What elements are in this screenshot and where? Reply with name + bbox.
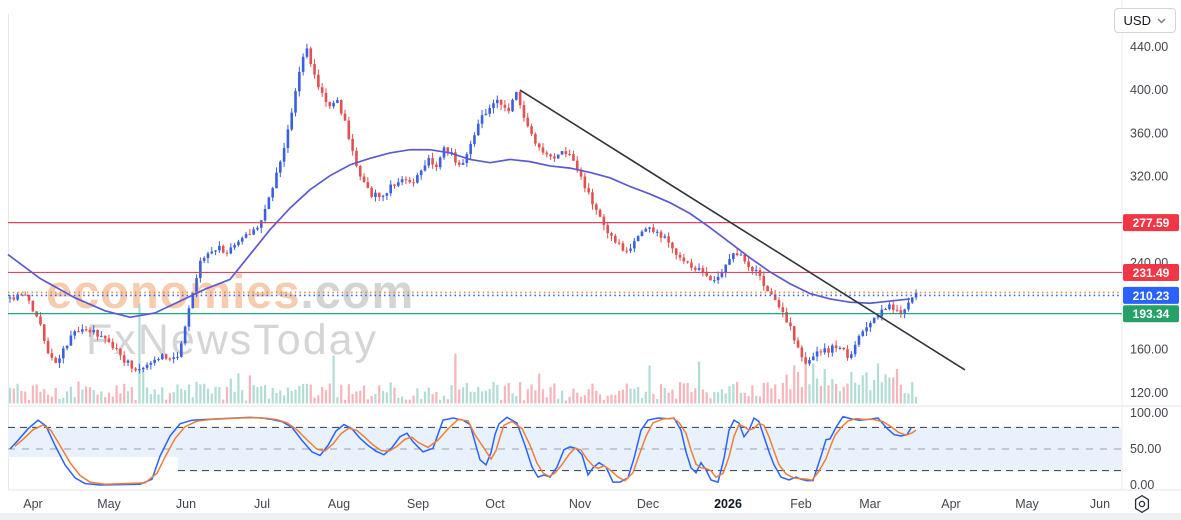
time-label: Apr bbox=[941, 497, 960, 511]
chevron-down-icon bbox=[1157, 18, 1166, 23]
pane-left-border bbox=[8, 14, 9, 490]
time-label: Jul bbox=[254, 497, 270, 511]
oscillator-tick: 50.00 bbox=[1130, 442, 1161, 456]
time-label: Aug bbox=[328, 497, 350, 511]
gear-hexagon-icon bbox=[1134, 494, 1150, 514]
currency-selector[interactable]: USD bbox=[1113, 8, 1176, 33]
window-bottom-edge bbox=[0, 513, 1181, 520]
candles bbox=[8, 43, 918, 374]
descending-trendline[interactable] bbox=[519, 89, 966, 371]
price-label-text: 277.59 bbox=[1133, 216, 1170, 230]
price-label-text: 210.23 bbox=[1133, 289, 1170, 303]
price-axis[interactable]: 440.00400.00360.00320.00240.00160.00120.… bbox=[1123, 40, 1179, 492]
stochastic-d-line[interactable] bbox=[14, 417, 917, 486]
price-label-badge bbox=[1123, 263, 1179, 281]
price-label-text: 193.34 bbox=[1133, 307, 1170, 321]
time-label: Jun bbox=[176, 497, 196, 511]
price-tick: 440.00 bbox=[1130, 40, 1168, 54]
settings-icon[interactable] bbox=[1132, 494, 1152, 514]
price-tick: 400.00 bbox=[1130, 83, 1168, 97]
time-label: Feb bbox=[790, 497, 812, 511]
time-label: Nov bbox=[569, 497, 592, 511]
time-label: Dec bbox=[637, 497, 659, 511]
time-label: Mar bbox=[859, 497, 881, 511]
time-label: May bbox=[97, 497, 121, 511]
price-label-text: 231.49 bbox=[1133, 266, 1170, 280]
oscillator-tick: 0.00 bbox=[1130, 478, 1154, 492]
currency-label: USD bbox=[1123, 13, 1151, 28]
volume-bars bbox=[8, 303, 918, 404]
time-label: 2026 bbox=[714, 497, 742, 511]
price-tick: 320.00 bbox=[1130, 170, 1168, 184]
time-label: Jun bbox=[1090, 497, 1110, 511]
oscillator-tick: 100.00 bbox=[1130, 406, 1168, 420]
price-label-badge bbox=[1123, 286, 1179, 304]
price-label-badge bbox=[1123, 305, 1179, 323]
price-tick: 120.00 bbox=[1130, 386, 1168, 400]
moving-average-line[interactable] bbox=[7, 148, 911, 319]
time-label: Oct bbox=[485, 497, 505, 511]
time-label: May bbox=[1015, 497, 1039, 511]
time-axis[interactable]: Apr May Jun Jul Aug Sep Oct Nov Dec 2026 Feb Mar Apr… bbox=[23, 497, 1110, 511]
price-label-badge bbox=[1123, 214, 1179, 232]
price-tick: 360.00 bbox=[1130, 126, 1168, 140]
time-label: Apr bbox=[23, 497, 42, 511]
time-label: Sep bbox=[407, 497, 429, 511]
price-tick: 160.00 bbox=[1130, 343, 1168, 357]
